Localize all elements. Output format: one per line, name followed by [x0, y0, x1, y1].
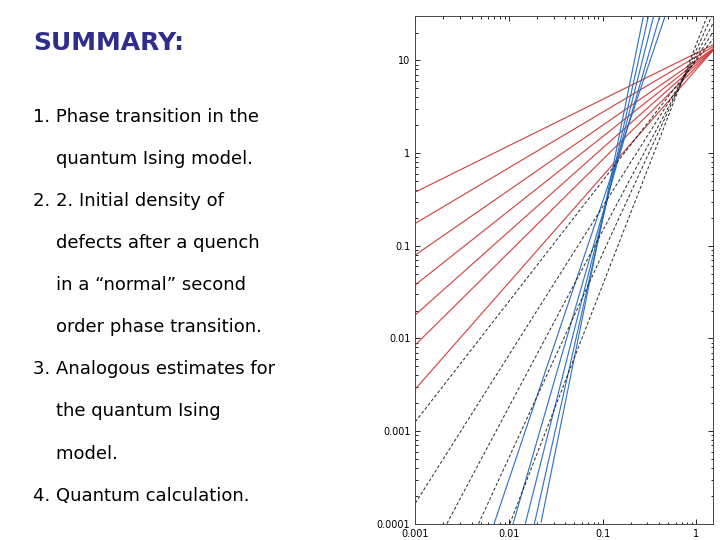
Text: model.: model.: [33, 444, 118, 463]
Text: 1. Phase transition in the: 1. Phase transition in the: [33, 107, 259, 126]
Text: in a “normal” second: in a “normal” second: [33, 276, 246, 294]
Text: 2. 2. Initial density of: 2. 2. Initial density of: [33, 192, 224, 210]
Text: 3. Analogous estimates for: 3. Analogous estimates for: [33, 360, 275, 379]
Text: the quantum Ising: the quantum Ising: [33, 402, 221, 421]
Text: 4. Quantum calculation.: 4. Quantum calculation.: [33, 487, 250, 505]
Text: defects after a quench: defects after a quench: [33, 234, 260, 252]
Text: SUMMARY:: SUMMARY:: [33, 31, 184, 56]
Text: quantum Ising model.: quantum Ising model.: [33, 150, 253, 168]
Text: order phase transition.: order phase transition.: [33, 318, 262, 336]
